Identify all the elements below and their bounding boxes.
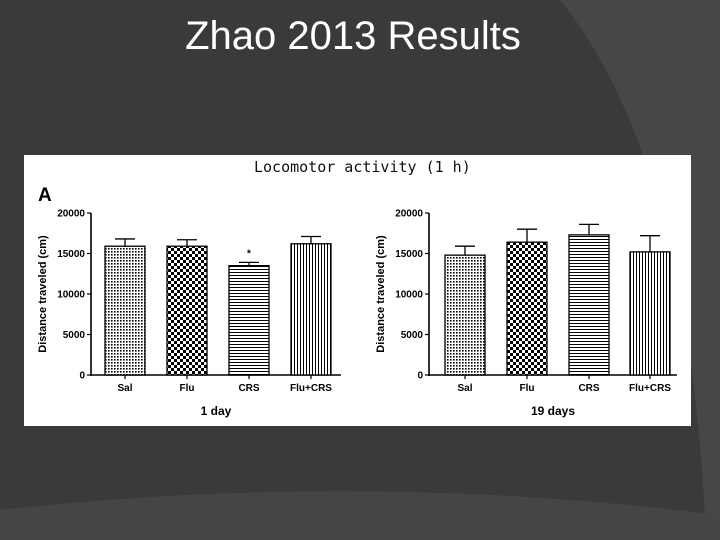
bar-sal	[104, 245, 146, 376]
x-axis-title: 1 day	[201, 404, 232, 418]
y-tick-label: 5000	[63, 330, 86, 341]
chart-panel-1: 0 5000 10000 15000 20000 Distance traveled (c…	[37, 209, 341, 418]
y-tick-label: 0	[417, 371, 423, 382]
bar-flu	[506, 241, 548, 376]
y-tick-label: 15000	[395, 249, 423, 260]
x-axis-title: 19 days	[531, 404, 575, 418]
x-tick-label: CRS	[578, 383, 599, 394]
figure-panel: Locomotor activity (1 h) A 0 5000 10000 150…	[24, 155, 691, 426]
y-axis-label: Distance traveled (cm)	[37, 235, 49, 353]
x-tick-label: CRS	[238, 383, 259, 394]
x-tick-label: Sal	[457, 383, 472, 394]
chart-panel-2: 0 5000 10000 15000 20000 Distance traveled (c…	[375, 209, 677, 418]
locomotor-chart: Locomotor activity (1 h) A 0 5000 10000 150…	[37, 158, 677, 418]
y-tick-label: 20000	[395, 209, 423, 220]
bar-crs	[568, 234, 610, 376]
slide-title: Zhao 2013 Results	[185, 14, 521, 58]
y-tick-label: 15000	[57, 249, 85, 260]
bar-flu	[166, 245, 208, 376]
y-tick-label: 0	[79, 371, 85, 382]
y-tick-label: 10000	[57, 290, 85, 301]
panel-label: A	[38, 185, 52, 206]
y-tick-label: 20000	[57, 209, 85, 220]
x-tick-label: Flu+CRS	[290, 383, 332, 394]
figure-title: Locomotor activity (1 h)	[254, 158, 471, 176]
x-tick-label: Flu+CRS	[629, 383, 671, 394]
x-tick-label: Sal	[117, 383, 132, 394]
x-tick-label: Flu	[520, 383, 535, 394]
y-tick-label: 5000	[401, 330, 424, 341]
y-axis-label: Distance traveled (cm)	[375, 235, 387, 353]
bar-flu-crs	[290, 243, 332, 376]
y-tick-label: 10000	[395, 290, 423, 301]
bar-sal	[444, 254, 486, 376]
significance-marker: *	[247, 248, 251, 259]
bar-flu-crs	[629, 251, 671, 376]
bar-crs	[228, 265, 270, 376]
x-tick-label: Flu	[180, 383, 195, 394]
